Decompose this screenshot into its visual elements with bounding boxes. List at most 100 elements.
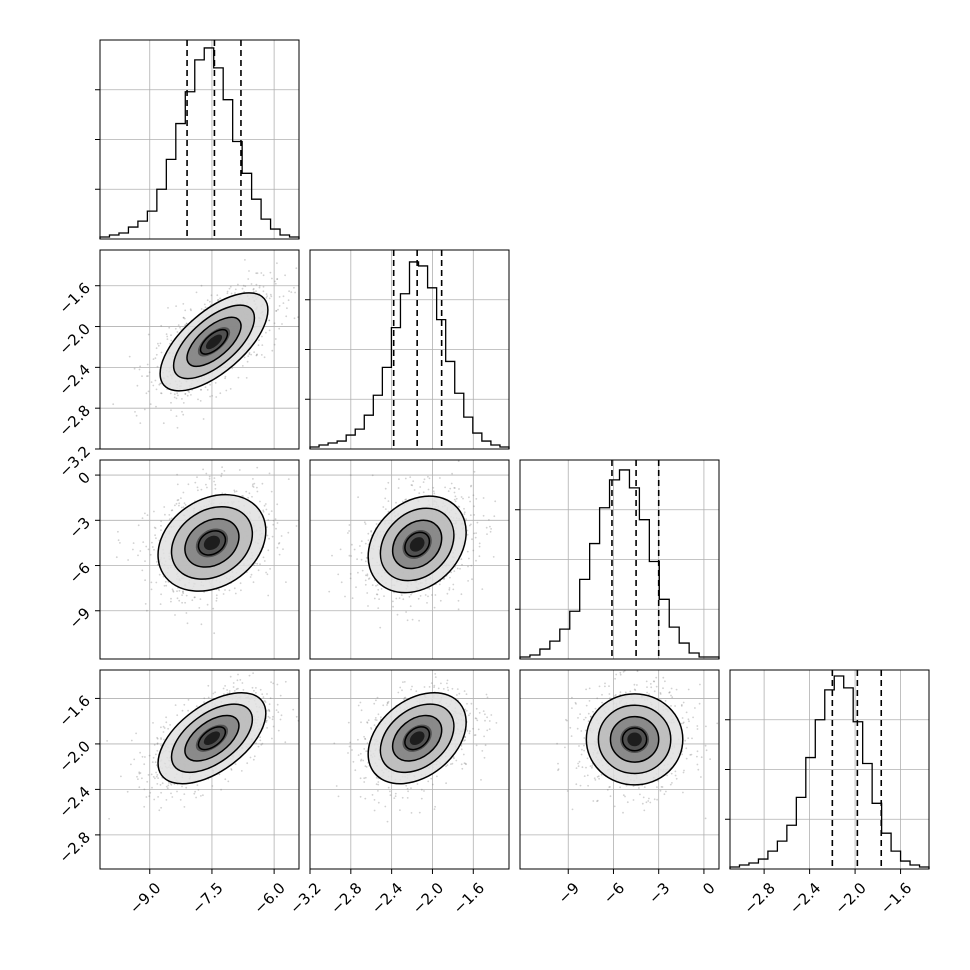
scatter-point: [152, 722, 154, 724]
contour-line: [157, 691, 267, 785]
scatter-point: [153, 798, 156, 801]
scatter-point: [242, 689, 245, 691]
scatter-point: [251, 686, 254, 689]
scatter-point: [614, 695, 616, 697]
scatter-point: [165, 716, 168, 719]
scatter-point: [434, 805, 436, 808]
scatter-point: [365, 750, 368, 753]
scatter-point: [387, 500, 390, 502]
scatter-point: [179, 326, 181, 329]
scatter-point: [465, 709, 468, 712]
scatter-point: [182, 413, 185, 416]
scatter-point: [158, 573, 161, 576]
scatter-point: [248, 492, 251, 495]
histogram-step-line: [309, 261, 510, 449]
scatter-point: [469, 730, 471, 732]
scatter-point: [284, 741, 287, 744]
scatter-point: [200, 388, 202, 391]
scatter-point: [207, 696, 210, 699]
scatter-point: [290, 291, 293, 293]
scatter-point: [376, 696, 379, 699]
scatter-point: [204, 306, 207, 309]
scatter-point: [483, 735, 485, 738]
scatter-point: [365, 556, 368, 559]
scatter-point: [449, 576, 451, 579]
scatter-point: [287, 531, 290, 534]
scatter-point: [232, 686, 235, 688]
scatter-point: [216, 299, 219, 302]
scatter-point: [268, 703, 271, 706]
scatter-point: [166, 335, 169, 338]
scatter-point: [482, 710, 485, 712]
scatter-point: [270, 681, 272, 683]
scatter-point: [145, 796, 148, 798]
scatter-point: [386, 702, 389, 705]
scatter-point: [265, 508, 268, 511]
scatter-point: [260, 743, 263, 746]
scatter-point: [268, 319, 271, 322]
density-panel-2-1: [309, 459, 510, 660]
scatter-point: [205, 483, 207, 486]
scatter-point: [262, 274, 265, 277]
scatter-point: [489, 530, 492, 533]
scatter-point: [469, 712, 471, 715]
scatter-point: [241, 495, 244, 497]
scatter-point: [402, 681, 404, 683]
scatter-point: [262, 285, 265, 288]
scatter-point: [371, 584, 374, 586]
contour-line: [197, 726, 227, 751]
scatter-point: [418, 492, 421, 495]
scatter-point: [143, 788, 146, 791]
scatter-point: [284, 680, 287, 683]
scatter-point: [279, 718, 282, 721]
scatter-point: [207, 684, 210, 687]
scatter-point: [241, 365, 244, 367]
scatter-point: [138, 368, 141, 371]
scatter-point: [181, 601, 184, 604]
scatter-point: [267, 708, 270, 711]
scatter-point: [128, 355, 131, 358]
scatter-point: [468, 557, 470, 560]
scatter-point: [255, 742, 257, 745]
scatter-point: [164, 513, 166, 516]
scatter-point: [228, 690, 231, 692]
scatter-point: [248, 270, 250, 272]
scatter-point: [188, 391, 191, 394]
scatter-point: [470, 523, 472, 526]
scatter-point: [205, 472, 208, 475]
scatter-point: [377, 790, 379, 792]
scatter-point: [399, 809, 401, 811]
scatter-point: [160, 392, 162, 394]
scatter-point: [181, 591, 184, 593]
scatter-point: [167, 784, 170, 787]
scatter-point: [184, 324, 187, 326]
scatter-point: [166, 338, 169, 340]
scatter-point: [206, 389, 209, 391]
scatter-point: [184, 504, 187, 506]
scatter-point: [214, 382, 217, 384]
scatter-point: [182, 590, 185, 593]
scatter-point: [270, 490, 273, 493]
scatter-point: [163, 506, 166, 508]
scatter-point: [220, 475, 223, 478]
scatter-point: [295, 267, 298, 270]
scatter-point: [367, 539, 370, 542]
scatter-point: [436, 775, 438, 778]
scatter-point: [427, 646, 429, 648]
scatter-point: [253, 564, 256, 567]
scatter-point: [165, 584, 168, 587]
scatter-point: [160, 738, 163, 740]
scatter-point: [215, 597, 218, 600]
scatter-point: [157, 777, 160, 779]
scatter-point: [184, 393, 187, 395]
scatter-point: [340, 581, 343, 584]
scatter-point: [580, 730, 583, 732]
scatter-point: [138, 786, 141, 789]
scatter-point: [282, 548, 284, 550]
scatter-point: [256, 490, 259, 493]
scatter-point: [206, 486, 208, 489]
scatter-point: [361, 569, 364, 572]
scatter-point: [132, 542, 135, 544]
scatter-point: [483, 756, 486, 759]
scatter-point: [219, 392, 222, 395]
